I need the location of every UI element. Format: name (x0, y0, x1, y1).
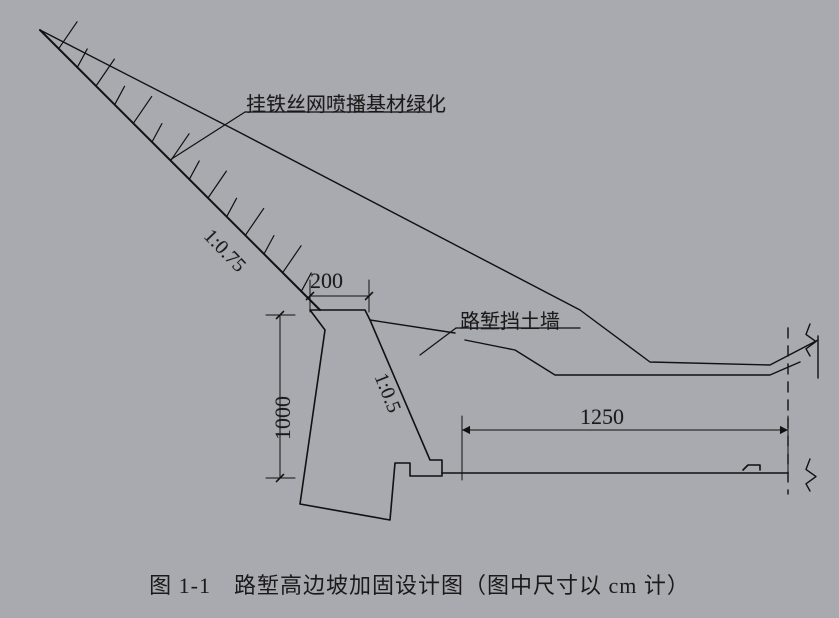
diagram-root: 挂铁丝网喷播基材绿化 路堑挡土墙 1:0.75 1:0.5 200 1000 1… (0, 0, 839, 618)
leader-top-label: 挂铁丝网喷播基材绿化 (246, 88, 446, 117)
leader-mid-label: 路堑挡土墙 (460, 305, 560, 334)
dim-1000-label: 1000 (270, 396, 296, 440)
dim-1250-label: 1250 (580, 404, 624, 430)
figure-caption: 图 1-1 路堑高边坡加固设计图（图中尺寸以 cm 计） (0, 568, 839, 600)
dim-200-label: 200 (310, 268, 343, 294)
